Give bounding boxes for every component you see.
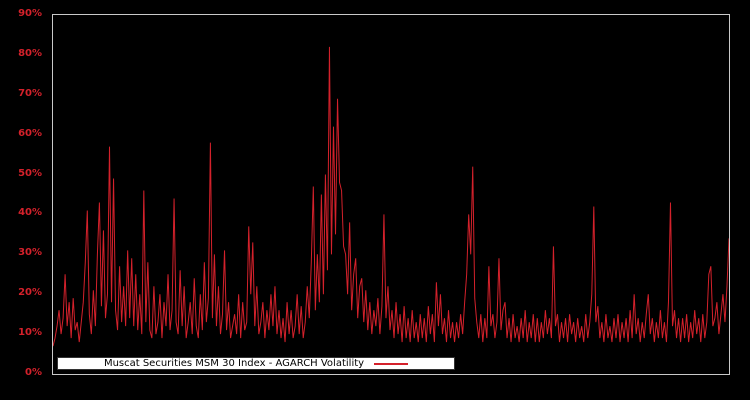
y-tick-label: 30% bbox=[18, 247, 42, 259]
volatility-line-chart bbox=[53, 46, 729, 347]
volatility-line-series bbox=[53, 46, 729, 347]
legend-label: Muscat Securities MSM 30 Index - AGARCH … bbox=[103, 358, 365, 369]
y-tick-label: 50% bbox=[18, 167, 42, 179]
y-axis: 90% 80% 70% 60% 50% 40% 30% 20% 10% 0% bbox=[0, 0, 46, 400]
legend-line-swatch-icon bbox=[374, 362, 409, 365]
y-tick-label: 80% bbox=[18, 47, 42, 59]
legend: Muscat Securities MSM 30 Index - AGARCH … bbox=[57, 357, 455, 370]
y-tick-label: 0% bbox=[25, 367, 42, 378]
y-tick-label: 90% bbox=[18, 8, 42, 19]
y-tick-label: 20% bbox=[18, 287, 42, 299]
y-tick-label: 40% bbox=[18, 207, 42, 219]
plot-area bbox=[52, 14, 730, 375]
y-tick-label: 10% bbox=[18, 327, 42, 339]
y-tick-label: 60% bbox=[18, 127, 42, 139]
y-tick-label: 70% bbox=[18, 87, 42, 99]
